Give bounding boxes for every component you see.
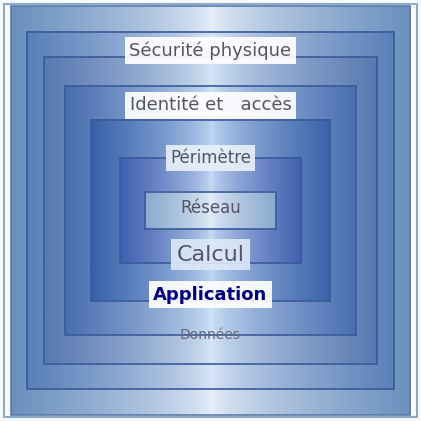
Bar (44, 57, 377, 364)
Text: Identité et   accès: Identité et accès (130, 96, 291, 114)
Bar (65, 86, 356, 335)
Text: Données: Données (180, 328, 241, 342)
Bar (91, 120, 330, 301)
Bar (27, 32, 394, 389)
Text: Périmètre: Périmètre (170, 149, 251, 167)
Text: Réseau: Réseau (180, 200, 241, 217)
Text: Sécurité physique: Sécurité physique (129, 41, 292, 60)
Text: Application: Application (153, 286, 268, 304)
Bar (145, 192, 276, 229)
Text: Calcul: Calcul (176, 245, 245, 265)
Bar (120, 158, 301, 263)
